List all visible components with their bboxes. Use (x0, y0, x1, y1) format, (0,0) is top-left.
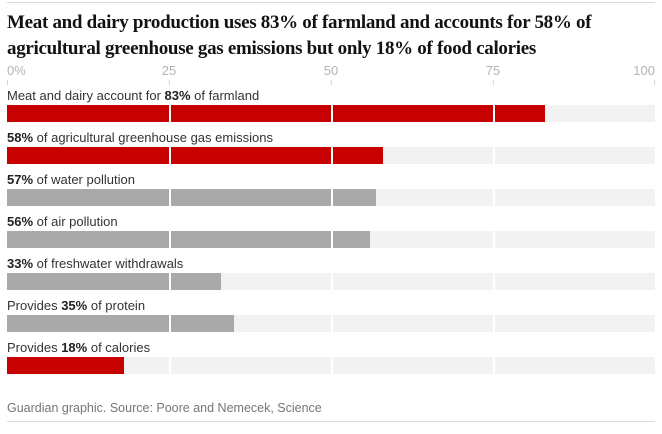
bar-track (7, 147, 655, 164)
bar-label: Meat and dairy account for 83% of farmla… (7, 88, 655, 103)
label-text: of farmland (190, 88, 260, 103)
tick-mark (330, 80, 332, 85)
tick-mark (492, 80, 494, 85)
chart-title: Meat and dairy production uses 83% of fa… (7, 12, 592, 59)
bar-label: 57% of water pollution (7, 172, 655, 187)
grid-separator (331, 105, 333, 122)
source-caption: Guardian graphic. Source: Poore and Neme… (7, 401, 322, 415)
bar-row-calories: Provides 18% of calories (7, 340, 655, 374)
label-text: of protein (87, 298, 146, 313)
bar-fill (7, 147, 383, 164)
bar-track (7, 189, 655, 206)
grid-separator (169, 189, 171, 206)
grid-separator (169, 357, 171, 374)
tick-mark (168, 80, 170, 85)
grid-separator (169, 105, 171, 122)
bar-row-water-pollution: 57% of water pollution (7, 172, 655, 206)
grid-separator (493, 147, 495, 164)
bar-row-freshwater: 33% of freshwater withdrawals (7, 256, 655, 290)
axis-tick-label: 50 (323, 63, 339, 78)
label-text: of agricultural greenhouse gas emissions (33, 130, 273, 145)
bar-row-farmland: Meat and dairy account for 83% of farmla… (7, 88, 655, 122)
grid-separator (331, 315, 333, 332)
bar-track (7, 273, 655, 290)
grid-separator (331, 189, 333, 206)
grid-separator (493, 231, 495, 248)
bar-label: 56% of air pollution (7, 214, 655, 229)
grid-separator (493, 105, 495, 122)
bar-row-ghg-emissions: 58% of agricultural greenhouse gas emiss… (7, 130, 655, 164)
grid-separator (169, 147, 171, 164)
label-value: 18% (61, 340, 88, 355)
grid-separator (493, 357, 495, 374)
grid-separator (493, 315, 495, 332)
label-text: Meat and dairy account for (7, 88, 165, 103)
label-value: 33% (7, 256, 34, 271)
axis-tick-label: 0% (7, 63, 26, 78)
tick-mark (7, 80, 8, 85)
top-divider (7, 2, 655, 3)
bar-rows: Meat and dairy account for 83% of farmla… (7, 88, 655, 382)
axis-tick-25: 25 (162, 64, 176, 85)
bar-fill (7, 231, 370, 248)
bar-track (7, 231, 655, 248)
label-value: 35% (61, 298, 88, 313)
bar-fill (7, 189, 377, 206)
label-text: Provides (7, 298, 62, 313)
bar-track (7, 105, 655, 122)
bar-label: 58% of agricultural greenhouse gas emiss… (7, 130, 655, 145)
bar-label: Provides 35% of protein (7, 298, 655, 313)
grid-separator (169, 315, 171, 332)
grid-separator (331, 357, 333, 374)
bar-track (7, 357, 655, 374)
bottom-divider (7, 421, 655, 422)
x-axis: 0% 25 50 75 100 (7, 64, 655, 86)
bar-fill (7, 105, 545, 122)
label-text: of air pollution (33, 214, 118, 229)
axis-tick-label: 25 (161, 63, 177, 78)
grid-separator (169, 231, 171, 248)
label-value: 83% (164, 88, 191, 103)
axis-tick-label: 100 (633, 63, 655, 78)
grid-separator (169, 273, 171, 290)
bar-track (7, 315, 655, 332)
axis-tick-0: 0% (7, 64, 26, 85)
label-value: 57% (7, 172, 34, 187)
grid-separator (493, 273, 495, 290)
axis-tick-100: 100 (633, 64, 655, 85)
label-text: of water pollution (33, 172, 135, 187)
grid-separator (331, 231, 333, 248)
grid-separator (331, 147, 333, 164)
bar-fill (7, 273, 221, 290)
grid-separator (493, 189, 495, 206)
bar-label: Provides 18% of calories (7, 340, 655, 355)
bar-row-air-pollution: 56% of air pollution (7, 214, 655, 248)
bar-row-protein: Provides 35% of protein (7, 298, 655, 332)
bar-label: 33% of freshwater withdrawals (7, 256, 655, 271)
bar-fill (7, 315, 234, 332)
axis-tick-50: 50 (324, 64, 338, 85)
label-text: Provides (7, 340, 62, 355)
label-value: 56% (7, 214, 34, 229)
label-text: of freshwater withdrawals (33, 256, 184, 271)
grid-separator (331, 273, 333, 290)
tick-mark (654, 80, 655, 85)
bar-fill (7, 357, 124, 374)
label-value: 58% (7, 130, 34, 145)
axis-tick-75: 75 (486, 64, 500, 85)
label-text: of calories (87, 340, 151, 355)
axis-tick-label: 75 (485, 63, 501, 78)
